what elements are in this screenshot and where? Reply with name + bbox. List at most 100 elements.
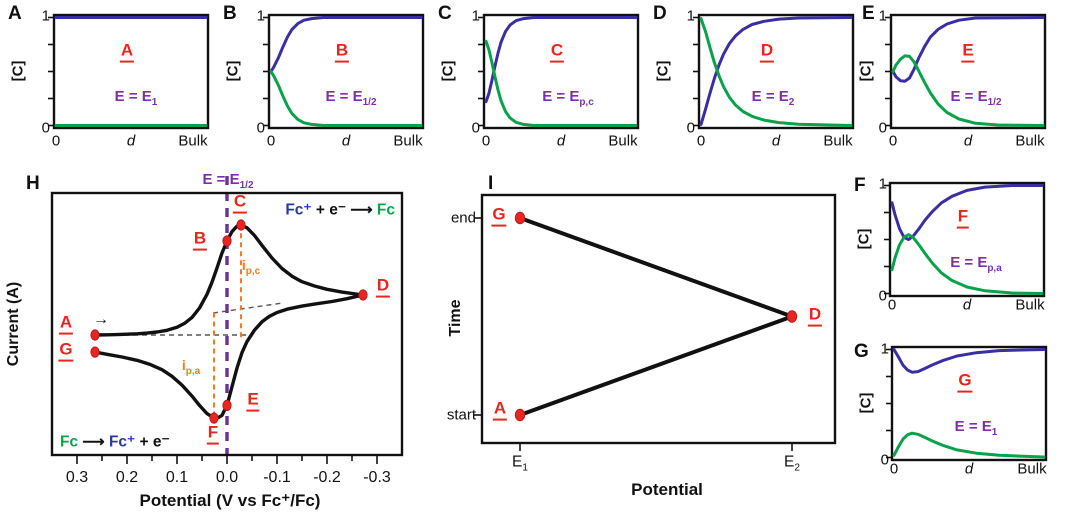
panel-B: B 1 0 [C] B E = E1/2 0 d Bulk	[215, 0, 430, 168]
x-axis-label: d	[556, 132, 566, 150]
y-axis-label: [C]	[9, 60, 27, 82]
x-tick-label: 0.3	[65, 469, 89, 486]
x-tick-label: -0.1	[263, 469, 291, 486]
point-label-F: F	[206, 423, 220, 445]
x-tick-label: 0.1	[165, 469, 189, 486]
y-axis-ticks	[48, 16, 54, 127]
y-axis-label: [C]	[439, 60, 457, 82]
concentration-plot	[48, 13, 210, 130]
concentration-plot	[884, 181, 1046, 298]
x-tick-E2: E2	[784, 453, 800, 474]
potential-condition: E = Ep,a	[950, 254, 1002, 274]
cv-plot	[50, 176, 404, 464]
y-axis-label: Time	[447, 299, 464, 337]
x-tick-label: -0.2	[313, 469, 341, 486]
panel-letter: H	[26, 173, 40, 194]
x-tick-label: 0.0	[215, 469, 239, 486]
waveform-point-markers	[514, 211, 798, 422]
x-axis-label: Potential (V vs Fc⁺/Fc)	[139, 491, 321, 510]
y-axis-label: [C]	[855, 228, 873, 250]
y-tick-1: 1	[880, 340, 889, 358]
x-tick-bulk: Bulk	[608, 132, 638, 150]
y-axis-label: [C]	[224, 60, 242, 82]
x-tick-0: 0	[696, 132, 706, 150]
x-axis-label: d	[963, 132, 973, 150]
y-axis-ticks	[886, 348, 892, 459]
potential-condition: E = E1/2	[950, 88, 1002, 108]
fc-curve	[890, 233, 1044, 295]
fc-curve	[892, 431, 1046, 459]
x-tick-0: 0	[266, 132, 276, 150]
point-label-D: D	[375, 276, 391, 298]
point-label: E	[961, 41, 975, 63]
x-tick-0: 0	[887, 296, 897, 314]
point-label: F	[956, 207, 970, 229]
point-label-B: B	[192, 229, 208, 251]
y-tick-0: 0	[471, 119, 480, 137]
y-axis-label: Current (A)	[5, 281, 22, 367]
panel-letter: C	[438, 3, 452, 24]
fc-curve	[891, 54, 1045, 127]
anodic-baseline	[212, 302, 283, 314]
point-label: A	[119, 41, 135, 63]
panel-F: F 1 0 [C] F E = Ep,a 0 d Bulk	[850, 170, 1080, 340]
x-axis-label: d	[962, 296, 972, 314]
fc-plus-curve	[269, 16, 423, 73]
y-axis-label: [C]	[857, 392, 875, 414]
x-tick-0: 0	[481, 132, 491, 150]
fc-curve	[699, 17, 853, 127]
fc-curve	[484, 39, 638, 127]
panel-letter: F	[854, 175, 866, 196]
panel-G: G 1 0 [C] G E = E1 0 d Bulk	[850, 340, 1080, 516]
y-tick-1: 1	[41, 7, 50, 25]
x-axis-label: d	[341, 132, 351, 150]
panel-I: I Time end start G A D E1 E2 Potential	[440, 170, 860, 516]
fc-plus-curve	[891, 16, 1045, 83]
fc-plus-curve	[892, 348, 1046, 374]
y-tick-1: 1	[686, 7, 695, 25]
x-tick-0: 0	[51, 132, 61, 150]
y-axis-label: [C]	[857, 60, 875, 82]
x-tick-bulk: Bulk	[823, 132, 853, 150]
panel-D: D 1 0 [C] D E = E2 0 d Bulk	[645, 0, 860, 168]
x-tick-bulk: Bulk	[1017, 460, 1047, 478]
y-tick-0: 0	[878, 287, 887, 305]
concentration-plot	[263, 13, 425, 130]
y-tick-1: 1	[256, 7, 265, 25]
anodic-reaction: Fc ⟶ Fc⁺ + e⁻	[60, 433, 170, 451]
waveform-plot	[474, 193, 837, 451]
cv-reverse-scan	[93, 293, 365, 420]
potential-condition: E = E1/2	[325, 88, 377, 108]
point-label-E: E	[246, 390, 260, 412]
y-axis-ticks	[263, 16, 269, 127]
point-label-G: G	[58, 340, 74, 362]
panel-H: H E = E1/2 Current (A) → Fc⁺ + e⁻ ⟶ Fc F…	[0, 170, 440, 516]
y-axis-ticks	[693, 16, 699, 127]
point-label-D: D	[807, 305, 823, 327]
y-tick-0: 0	[41, 119, 50, 137]
y-tick-0: 0	[878, 119, 887, 137]
x-axis-label: Potential	[631, 480, 703, 499]
x-tick-0: 0	[889, 460, 899, 478]
y-axis-ticks	[885, 16, 891, 127]
cv-point-markers	[90, 219, 368, 424]
panel-E: E 1 0 [C] E E = E1/2 0 d Bulk	[857, 0, 1080, 168]
x-tick-bulk: Bulk	[1015, 132, 1045, 150]
y-axis-ticks	[478, 16, 484, 127]
panel-letter: A	[8, 3, 22, 24]
x-axis-label: d	[126, 132, 136, 150]
point-label-G: G	[491, 205, 507, 227]
y-tick-0: 0	[880, 451, 889, 469]
potential-condition: E = E2	[751, 88, 795, 108]
y-tick-start: start	[446, 406, 476, 424]
y-axis-ticks	[884, 184, 890, 295]
x-tick-label: -0.3	[363, 469, 391, 486]
panel-letter: I	[488, 173, 494, 194]
concentration-plot	[885, 13, 1047, 130]
point-label: B	[334, 41, 350, 63]
ipc-label: ip,c	[241, 257, 261, 277]
point-label: C	[549, 41, 565, 63]
x-axis-ticks	[76, 455, 378, 464]
concentration-plot	[478, 13, 640, 130]
fc-plus-curve	[890, 184, 1044, 241]
